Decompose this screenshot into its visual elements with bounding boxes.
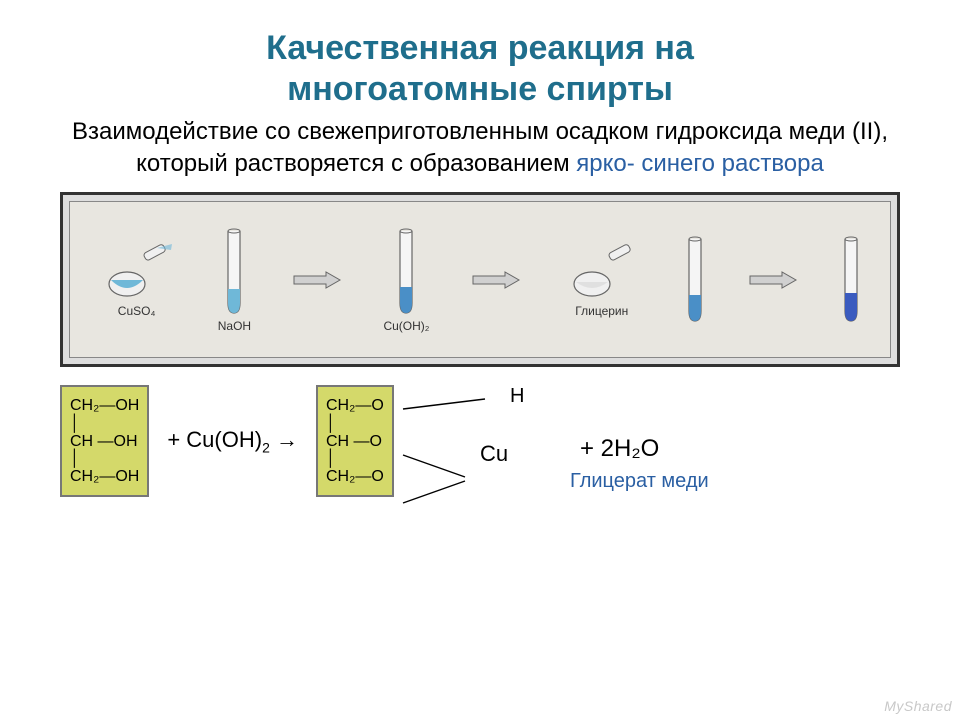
label-cuso4: CuSO₄ bbox=[118, 304, 156, 318]
tube-final-icon bbox=[839, 235, 863, 325]
h-label: H bbox=[510, 385, 524, 408]
tube-naoh-icon bbox=[222, 227, 246, 317]
water-product: + 2H₂O bbox=[580, 435, 659, 463]
reagent-text: + Cu(OH)2 → bbox=[167, 427, 298, 455]
step-naoh: NaOH bbox=[218, 227, 251, 333]
tube-precip-icon bbox=[683, 235, 707, 325]
subtitle-highlight: ярко- синего раствора bbox=[576, 150, 824, 177]
prd-l4: CH₂—O bbox=[326, 468, 384, 486]
title-line2: многоатомные спирты bbox=[0, 69, 960, 110]
flask-glycerin-icon bbox=[562, 242, 642, 302]
title-line1: Качественная реакция на bbox=[0, 28, 960, 69]
arrow-2-icon bbox=[471, 270, 521, 290]
prd-l1: │ bbox=[326, 415, 384, 433]
gly-l0: CH₂—OH bbox=[70, 397, 139, 415]
gly-l4: CH₂—OH bbox=[70, 468, 139, 486]
glycerol-structure: CH₂—OH │ CH —OH │ CH₂—OH bbox=[60, 385, 149, 497]
label-naoh: NaOH bbox=[218, 319, 251, 333]
title-block: Качественная реакция на многоатомные спи… bbox=[0, 0, 960, 180]
step-glycerin: Глицерин bbox=[562, 242, 642, 318]
prd-l3: │ bbox=[326, 450, 384, 468]
tube-cuoh2-icon bbox=[394, 227, 418, 317]
subtitle: Взаимодействие со свежеприготовленным ос… bbox=[0, 116, 960, 181]
product-name: Глицерат меди bbox=[570, 470, 709, 493]
experiment-frame: CuSO₄ NaOH Cu(OH)₂ bbox=[60, 192, 900, 367]
reagent-prefix: + Cu(OH) bbox=[167, 427, 262, 452]
label-glycerin: Глицерин bbox=[575, 304, 628, 318]
prd-l2: CH —O bbox=[326, 433, 384, 451]
reagent-arrow: → bbox=[270, 427, 298, 452]
flask-cuso4-icon bbox=[97, 242, 177, 302]
arrow-1-icon bbox=[292, 270, 342, 290]
reaction-row: CH₂—OH │ CH —OH │ CH₂—OH + Cu(OH)2 → CH₂… bbox=[0, 385, 960, 497]
step-final bbox=[839, 235, 863, 325]
watermark: MyShared bbox=[884, 698, 952, 714]
arrow-3-icon bbox=[748, 270, 798, 290]
step-cuso4: CuSO₄ bbox=[97, 242, 177, 318]
gly-l1: │ bbox=[70, 415, 139, 433]
prd-l0: CH₂—O bbox=[326, 397, 384, 415]
label-cuoh2: Cu(OH)₂ bbox=[383, 319, 429, 333]
product-structure: CH₂—O │ CH —O │ CH₂—O bbox=[316, 385, 394, 497]
gly-l3: │ bbox=[70, 450, 139, 468]
cu-label: Cu bbox=[480, 441, 508, 467]
experiment-inner: CuSO₄ NaOH Cu(OH)₂ bbox=[69, 201, 891, 358]
gly-l2: CH —OH bbox=[70, 433, 139, 451]
step-cuoh2: Cu(OH)₂ bbox=[383, 227, 429, 333]
step-precip bbox=[683, 235, 707, 325]
reagent-sub: 2 bbox=[262, 440, 270, 456]
